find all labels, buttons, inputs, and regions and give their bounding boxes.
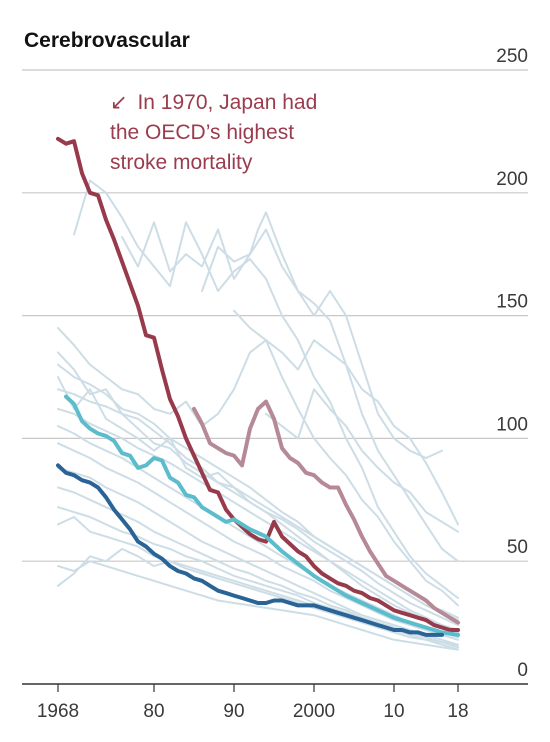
highlight-series-line	[56, 136, 460, 632]
annotation-line-1: ↙ In 1970, Japan had	[110, 91, 317, 114]
y-tick-label: 100	[496, 414, 528, 435]
context-series-line	[233, 309, 459, 563]
context-series-line	[57, 407, 459, 634]
y-tick-label: 150	[496, 292, 528, 313]
y-tick-label: 250	[496, 46, 528, 67]
context-series-line	[57, 425, 459, 639]
x-tick-label: 80	[143, 701, 164, 722]
y-tick-label: 200	[496, 169, 528, 190]
y-tick-label: 0	[517, 660, 528, 681]
context-series-line	[57, 547, 459, 651]
x-tick-label: 2000	[293, 701, 335, 722]
annotation-text-1: In 1970, Japan had	[137, 91, 317, 114]
highlight-series-line	[64, 394, 236, 524]
annotation-line-3: stroke mortality	[110, 151, 253, 174]
x-tick-label: 90	[223, 701, 244, 722]
context-series-line	[57, 351, 459, 622]
x-tick-label: 10	[383, 701, 404, 722]
x-tick-label: 1968	[37, 701, 79, 722]
context-series-line	[57, 560, 459, 651]
highlight-series-line	[232, 517, 460, 637]
context-series-line	[73, 179, 459, 599]
highlight-series-line	[192, 399, 460, 625]
annotation-arrow: ↙	[110, 91, 128, 114]
chart-title: Cerebrovascular	[24, 29, 190, 52]
chart-annotation: ↙ In 1970, Japan had the OECD’s highest …	[110, 91, 317, 174]
context-series-line	[57, 376, 459, 627]
context-series-line	[265, 388, 459, 533]
context-series-line	[57, 442, 459, 641]
context-series-line	[201, 211, 443, 459]
context-series-line	[57, 466, 459, 646]
annotation-line-2: the OECD’s highest	[110, 121, 294, 144]
highlight-series-line	[56, 463, 444, 637]
context-series-line	[121, 221, 459, 526]
context-series-line	[57, 506, 459, 649]
x-tick-label: 18	[447, 701, 468, 722]
context-series-line	[57, 363, 459, 619]
context-series-line	[57, 326, 459, 607]
y-tick-label: 50	[507, 537, 528, 558]
